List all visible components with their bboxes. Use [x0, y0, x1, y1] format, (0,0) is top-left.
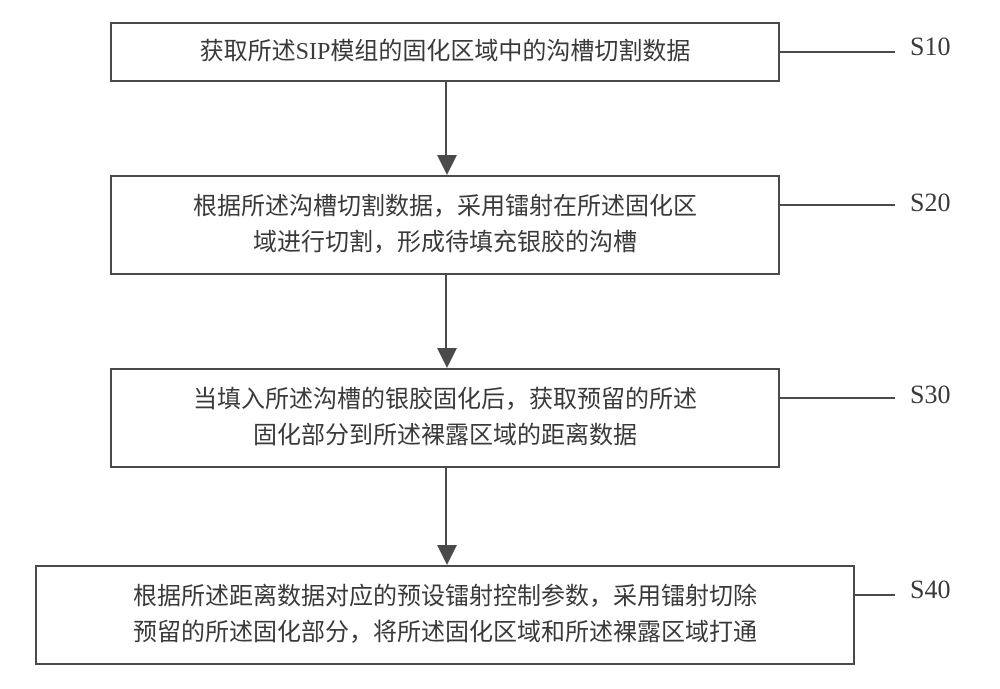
arrow-line: [445, 82, 447, 155]
flow-step-s30: 当填入所述沟槽的银胶固化后，获取预留的所述固化部分到所述裸露区域的距离数据: [110, 368, 780, 468]
leader-line: [780, 51, 895, 53]
leader-line: [780, 204, 895, 206]
arrow-line: [445, 275, 447, 348]
step-label-s40: S40: [910, 575, 950, 605]
step-label-s20: S20: [910, 188, 950, 218]
arrow-head-icon: [437, 348, 457, 368]
leader-line: [780, 397, 895, 399]
step-label-s30: S30: [910, 380, 950, 410]
arrow-head-icon: [437, 545, 457, 565]
step-text: 根据所述沟槽切割数据，采用镭射在所述固化区域进行切割，形成待填充银胶的沟槽: [193, 189, 697, 261]
flow-step-s20: 根据所述沟槽切割数据，采用镭射在所述固化区域进行切割，形成待填充银胶的沟槽: [110, 175, 780, 275]
step-label-s10: S10: [910, 32, 950, 62]
leader-line: [855, 594, 895, 596]
step-text: 根据所述距离数据对应的预设镭射控制参数，采用镭射切除预留的所述固化部分，将所述固…: [133, 579, 757, 651]
arrow-head-icon: [437, 155, 457, 175]
arrow-line: [445, 468, 447, 545]
step-text: 获取所述SIP模组的固化区域中的沟槽切割数据: [200, 34, 691, 70]
flow-step-s10: 获取所述SIP模组的固化区域中的沟槽切割数据: [110, 22, 780, 82]
step-text: 当填入所述沟槽的银胶固化后，获取预留的所述固化部分到所述裸露区域的距离数据: [193, 382, 697, 454]
flow-step-s40: 根据所述距离数据对应的预设镭射控制参数，采用镭射切除预留的所述固化部分，将所述固…: [35, 565, 855, 665]
